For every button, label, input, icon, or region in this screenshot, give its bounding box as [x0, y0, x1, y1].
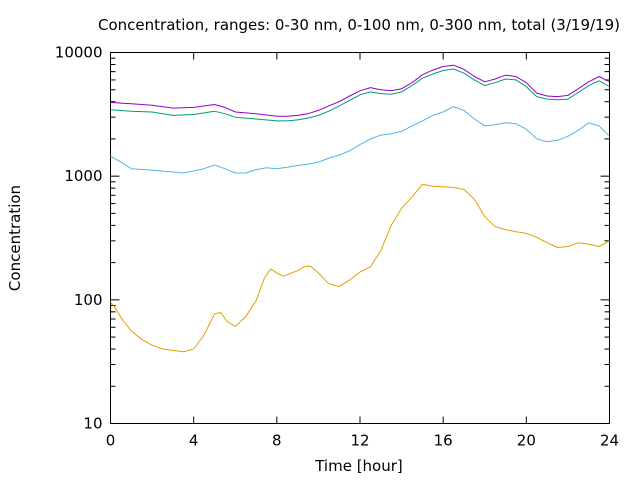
- x-tick-label: 0: [106, 432, 116, 450]
- y-axis-title: Concentration: [6, 185, 24, 291]
- x-tick-label: 4: [189, 432, 199, 450]
- x-axis: 0 4 8 12 16 20 24: [106, 52, 619, 450]
- x-axis-title: Time [hour]: [314, 457, 403, 475]
- series-line-3: [110, 68, 610, 122]
- series-layer: [110, 64, 610, 353]
- series-line-1: [110, 183, 610, 353]
- chart-title: Concentration, ranges: 0-30 nm, 0-100 nm…: [98, 16, 620, 34]
- y-tick-label: 10: [83, 415, 102, 433]
- y-axis: 10 100 1000 10000: [55, 44, 610, 433]
- x-tick-label: 20: [517, 432, 536, 450]
- y-tick-label: 10000: [55, 44, 103, 62]
- x-tick-label: 8: [272, 432, 282, 450]
- series-line-4: [110, 64, 610, 117]
- series-line-2: [110, 106, 610, 174]
- x-tick-label: 16: [434, 432, 453, 450]
- x-tick-label: 24: [600, 432, 619, 450]
- x-tick-label: 12: [350, 432, 369, 450]
- y-tick-label: 1000: [64, 167, 102, 185]
- y-tick-label: 100: [74, 291, 103, 309]
